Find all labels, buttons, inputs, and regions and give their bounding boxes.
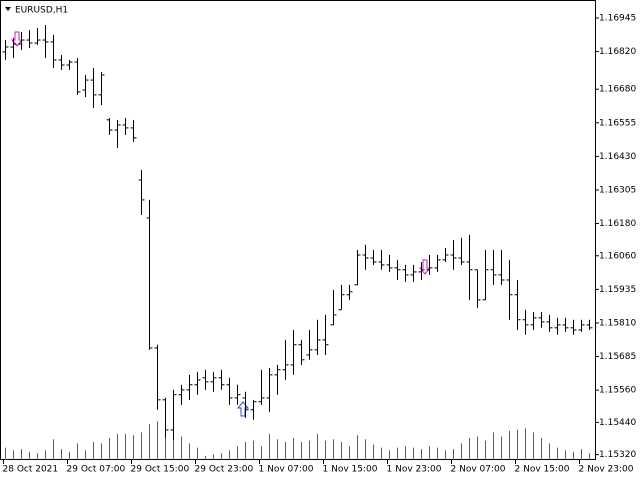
y-tick-label: 1.15320: [599, 450, 636, 460]
x-tick-label: 29 Oct 15:00: [131, 465, 190, 475]
x-tick-label: 2 Nov 15:00: [515, 465, 570, 475]
sell-arrow: [418, 259, 432, 275]
y-tick-label: 1.16555: [599, 118, 636, 128]
x-tick-label: 29 Oct 23:00: [195, 465, 254, 475]
y-tick-label: 1.16060: [599, 251, 636, 261]
x-tick-label: 28 Oct 2021: [3, 465, 59, 475]
x-tick-label: 2 Nov 07:00: [451, 465, 506, 475]
x-tick-label: 2 Nov 23:00: [579, 465, 634, 475]
y-tick-label: 1.16680: [599, 85, 636, 95]
plot-frame: [0, 0, 596, 460]
y-tick-label: 1.15440: [599, 418, 636, 428]
y-tick-label: 1.15685: [599, 352, 636, 362]
y-tick-label: 1.16180: [599, 219, 636, 229]
y-tick-label: 1.16430: [599, 152, 636, 162]
y-tick-label: 1.15560: [599, 386, 636, 396]
y-tick-label: 1.16305: [599, 185, 636, 195]
x-tick-label: 1 Nov 07:00: [259, 465, 314, 475]
x-tick-label: 1 Nov 23:00: [387, 465, 442, 475]
y-tick-label: 1.16820: [599, 47, 636, 57]
x-tick-label: 29 Oct 07:00: [67, 465, 126, 475]
y-tick-label: 1.15935: [599, 285, 636, 295]
sell-arrow: [10, 31, 24, 47]
y-tick-label: 1.15810: [599, 318, 636, 328]
y-tick-label: 1.16945: [599, 14, 636, 24]
x-tick-label: 1 Nov 15:00: [323, 465, 378, 475]
chart-title: EURUSD,H1: [15, 6, 68, 16]
menu-icon[interactable]: [5, 7, 11, 11]
